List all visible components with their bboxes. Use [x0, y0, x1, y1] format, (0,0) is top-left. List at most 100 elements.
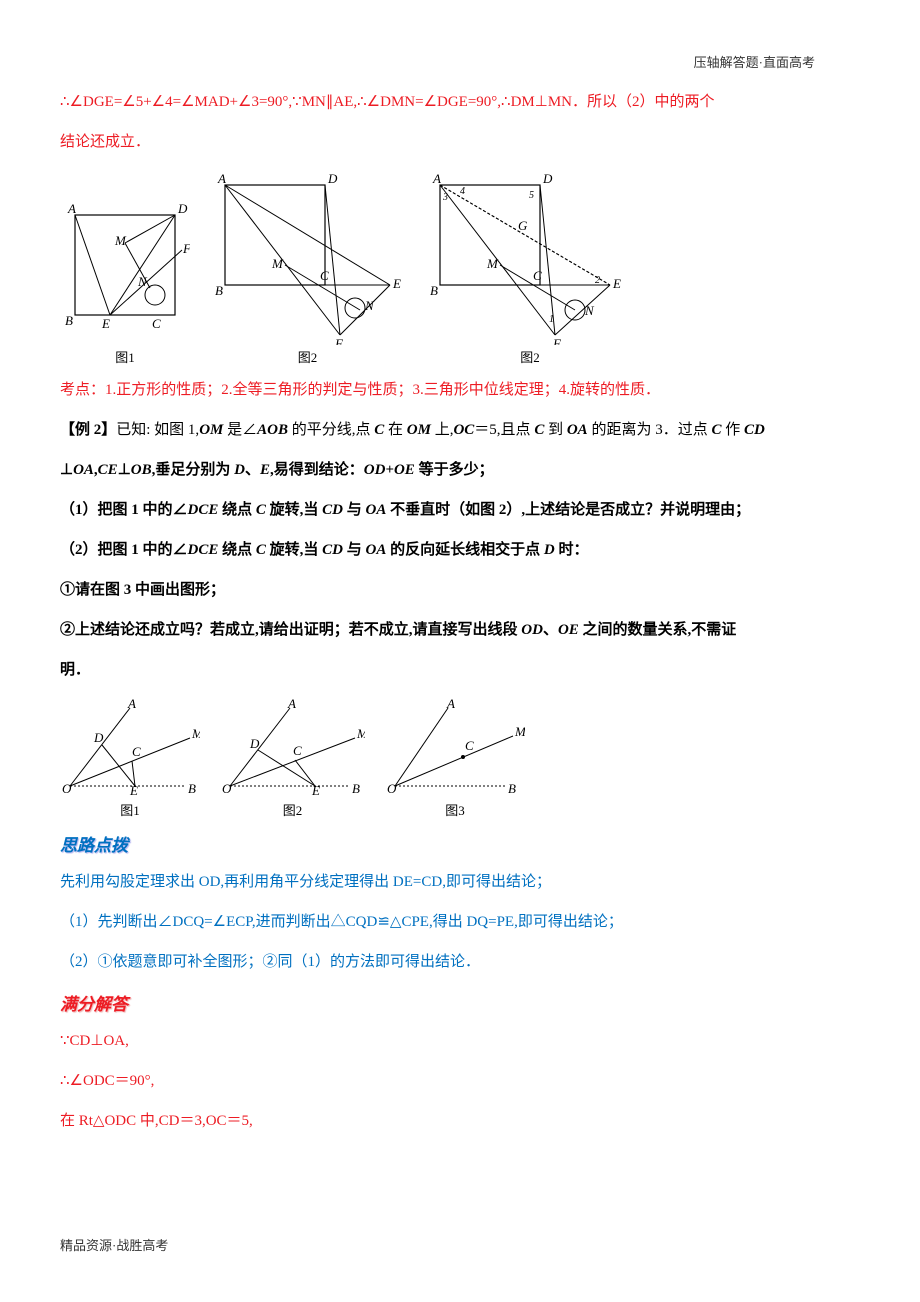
t: ⊥ — [118, 462, 131, 478]
svg-text:B: B — [352, 781, 360, 796]
t: 作 — [721, 422, 744, 438]
t: 绕点 — [218, 502, 256, 518]
t: 在 — [384, 422, 407, 438]
svg-text:D: D — [542, 171, 553, 186]
hint-title: 思路点拨 — [60, 831, 860, 856]
d: D — [234, 462, 245, 478]
svg-text:G: G — [518, 218, 528, 233]
cd: CD — [322, 502, 343, 518]
svg-text:F: F — [182, 241, 190, 256]
hint-1: 先利用勾股定理求出 OD,再利用角平分线定理得出 DE=CD,即可得出结论； — [60, 870, 860, 894]
oa: OA — [366, 542, 387, 558]
figure-3: A D B C E F M N G 1 2 3 4 5 图2 — [425, 170, 635, 366]
svg-text:F: F — [334, 336, 344, 345]
svg-text:O: O — [387, 781, 397, 796]
d: D — [544, 542, 555, 558]
figures-row-1: A D B C E F M N 图1 A — [60, 170, 860, 366]
svg-text:C: C — [465, 738, 474, 753]
t: 、 — [245, 462, 260, 478]
t: （1）把图 1 中的∠ — [60, 502, 188, 518]
c: C — [374, 422, 384, 438]
solution-text-1b: 结论还成立． — [60, 130, 860, 154]
afig3-label: 图3 — [445, 800, 465, 819]
svg-text:C: C — [320, 268, 329, 283]
svg-text:B: B — [188, 781, 196, 796]
svg-text:B: B — [508, 781, 516, 796]
t: 、 — [543, 622, 558, 638]
t: 是∠ — [223, 422, 257, 438]
figure-1: A D B C E F M N 图1 — [60, 200, 190, 366]
svg-text:D: D — [177, 201, 188, 216]
c: C — [534, 422, 544, 438]
svg-text:B: B — [65, 313, 73, 328]
t: 旋转,当 — [266, 502, 322, 518]
svg-text:4: 4 — [460, 186, 465, 197]
svg-text:M: M — [271, 256, 284, 271]
t: ,易得到结论： — [270, 462, 364, 478]
svg-text:D: D — [327, 171, 338, 186]
svg-text:A: A — [287, 698, 296, 711]
svg-text:N: N — [584, 303, 595, 318]
ob: OB — [131, 462, 152, 478]
svg-text:3: 3 — [442, 192, 448, 203]
oe: OE — [558, 622, 579, 638]
c: C — [711, 422, 721, 438]
svg-text:M: M — [486, 256, 499, 271]
t: ②上述结论还成立吗？若成立,请给出证明；若不成立,请直接写出线段 — [60, 622, 521, 638]
fig2-label: 图2 — [298, 347, 318, 366]
svg-text:M: M — [114, 233, 127, 248]
om: OM — [199, 422, 223, 438]
svg-text:A: A — [432, 171, 441, 186]
hint-2: （1）先判断出∠DCQ=∠ECP,进而判断出△CQD≌△CPE,得出 DQ=PE… — [60, 910, 860, 934]
om: OM — [407, 422, 431, 438]
hint-3: （2）①依题意即可补全图形；②同（1）的方法即可得出结论． — [60, 950, 860, 974]
t: ,垂足分别为 — [152, 462, 235, 478]
dce: DCE — [188, 542, 219, 558]
solution-text-1a: ∴∠DGE=∠5+∠4=∠MAD+∠3=90°,∵MN∥AE,∴∠DMN=∠DG… — [60, 90, 860, 114]
svg-text:C: C — [533, 268, 542, 283]
example2-line2: ⊥OA,CE⊥OB,垂足分别为 D、E,易得到结论：OD+OE 等于多少； — [60, 458, 860, 482]
svg-text:F: F — [552, 336, 562, 345]
svg-text:A: A — [127, 698, 136, 711]
t: 绕点 — [218, 542, 256, 558]
angle-figure-2: O A B M D E C 图2 — [220, 698, 365, 819]
t: 旋转,当 — [266, 542, 322, 558]
svg-text:E: E — [392, 276, 401, 291]
oa: OA — [73, 462, 94, 478]
step-2: ∴∠ODC＝90°, — [60, 1069, 860, 1093]
angle-figure-3: O A B M C 图3 — [385, 698, 525, 819]
svg-text:A: A — [217, 171, 226, 186]
svg-text:O: O — [62, 781, 72, 796]
example2-q4a: ②上述结论还成立吗？若成立,请给出证明；若不成立,请直接写出线段 OD、OE 之… — [60, 618, 860, 642]
step-3: 在 Rt△ODC 中,CD＝3,OC＝5, — [60, 1109, 860, 1133]
aob: AOB — [257, 422, 288, 438]
svg-text:N: N — [137, 274, 148, 289]
svg-text:B: B — [215, 283, 223, 298]
svg-text:2: 2 — [595, 275, 600, 286]
t: ＝5,且点 — [474, 422, 534, 438]
cd: CD — [322, 542, 343, 558]
example2-q4b: 明． — [60, 658, 860, 682]
c: C — [256, 502, 266, 518]
footer-left: 精品资源·战胜高考 — [60, 1235, 168, 1254]
odoe: OD+OE — [364, 462, 415, 478]
cd: CD — [744, 422, 765, 438]
svg-text:A: A — [67, 201, 76, 216]
afig2-label: 图2 — [283, 800, 303, 819]
t: 上, — [431, 422, 454, 438]
angle-figure-1: O A B M D E C 图1 — [60, 698, 200, 819]
svg-text:1: 1 — [549, 314, 554, 325]
svg-text:E: E — [311, 783, 320, 798]
t: 到 — [544, 422, 567, 438]
t: （2）把图 1 中的∠ — [60, 542, 188, 558]
svg-text:C: C — [132, 744, 141, 759]
figures-row-2: O A B M D E C 图1 O A B M D — [60, 698, 860, 819]
oa: OA — [567, 422, 588, 438]
svg-text:5: 5 — [529, 190, 534, 201]
svg-text:M: M — [356, 726, 365, 741]
svg-text:C: C — [152, 316, 161, 331]
t: 与 — [343, 542, 366, 558]
svg-text:M: M — [514, 724, 525, 739]
t: 不垂直时（如图 2）,上述结论是否成立？并说明理由； — [386, 502, 750, 518]
t: 的距离为 3．过点 — [588, 422, 712, 438]
